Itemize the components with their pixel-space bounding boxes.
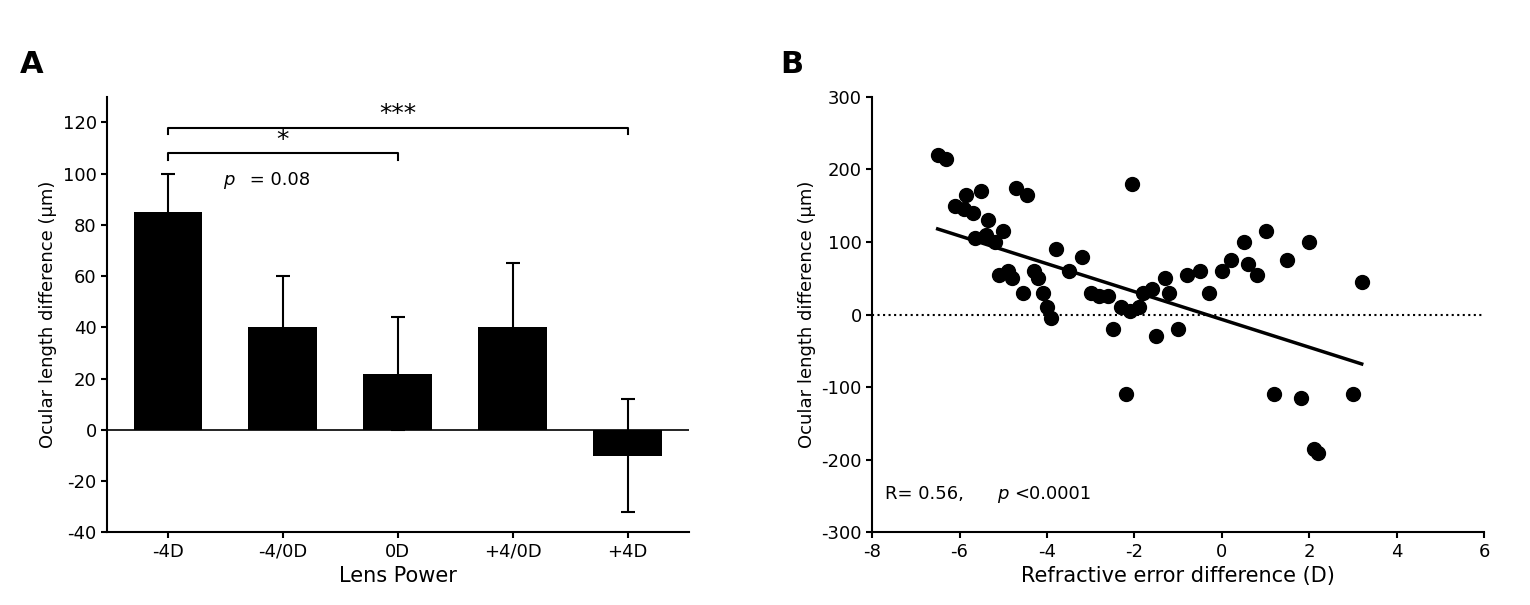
Point	[1088, 292, 1112, 301]
Point	[1109, 302, 1134, 312]
Point	[962, 234, 987, 243]
Point	[1288, 393, 1313, 403]
Point	[1140, 284, 1164, 294]
Point	[1253, 226, 1278, 236]
Point	[1095, 292, 1120, 301]
Point	[1131, 288, 1155, 298]
Bar	[594, 430, 662, 456]
Point	[1244, 270, 1268, 280]
Text: p: p	[996, 485, 1008, 503]
Point	[953, 190, 978, 200]
Point	[1236, 259, 1261, 269]
X-axis label: Refractive error difference (D): Refractive error difference (D)	[1021, 566, 1336, 586]
Point	[987, 270, 1011, 280]
Point	[1022, 266, 1047, 276]
Text: B: B	[780, 50, 803, 79]
Point	[1302, 444, 1327, 454]
Point	[1166, 324, 1190, 334]
Text: = 0.08: = 0.08	[243, 171, 311, 189]
Point	[1027, 273, 1051, 283]
Y-axis label: Ocular length difference (μm): Ocular length difference (μm)	[797, 181, 815, 448]
Point	[1069, 252, 1094, 261]
Bar	[248, 327, 317, 430]
Point	[1274, 255, 1299, 265]
Point	[1120, 179, 1144, 189]
Text: *: *	[277, 128, 289, 152]
Point	[1232, 237, 1256, 247]
Bar	[479, 327, 548, 430]
Point	[1262, 390, 1287, 399]
Point	[1118, 306, 1143, 316]
Point	[982, 237, 1007, 247]
Point	[1100, 324, 1125, 334]
Point	[1034, 302, 1059, 312]
Bar	[363, 373, 433, 430]
Point	[1126, 302, 1151, 312]
Point	[1043, 244, 1068, 254]
Point	[1340, 390, 1365, 399]
Point	[1187, 266, 1212, 276]
X-axis label: Lens Power: Lens Power	[338, 566, 457, 586]
Point	[952, 204, 976, 214]
Point	[1057, 266, 1082, 276]
Point	[1144, 332, 1169, 341]
Point	[999, 273, 1024, 283]
Point	[968, 186, 993, 196]
Point	[976, 215, 1001, 225]
Text: <0.0001: <0.0001	[1014, 485, 1091, 503]
Point	[1196, 288, 1221, 298]
Point	[961, 208, 985, 218]
Point	[1014, 190, 1039, 200]
Point	[973, 230, 998, 240]
Point	[942, 201, 967, 211]
Point	[991, 226, 1016, 236]
Point	[1079, 288, 1103, 298]
Point	[1004, 183, 1028, 192]
Text: R= 0.56,: R= 0.56,	[886, 485, 970, 503]
Point	[935, 154, 959, 163]
Point	[1157, 288, 1181, 298]
Point	[1114, 390, 1138, 399]
Point	[1030, 288, 1054, 298]
Y-axis label: Ocular length difference (μm): Ocular length difference (μm)	[38, 181, 57, 448]
Point	[1210, 266, 1235, 276]
Bar	[133, 212, 202, 430]
Point	[1305, 448, 1330, 457]
Text: A: A	[20, 50, 43, 79]
Point	[1039, 313, 1063, 323]
Point	[1349, 277, 1374, 287]
Point	[1152, 273, 1177, 283]
Point	[1218, 255, 1242, 265]
Text: ***: ***	[379, 102, 416, 126]
Text: p: p	[223, 171, 234, 189]
Point	[926, 150, 950, 160]
Point	[1297, 237, 1322, 247]
Point	[1011, 288, 1036, 298]
Point	[1175, 270, 1200, 280]
Point	[996, 266, 1021, 276]
